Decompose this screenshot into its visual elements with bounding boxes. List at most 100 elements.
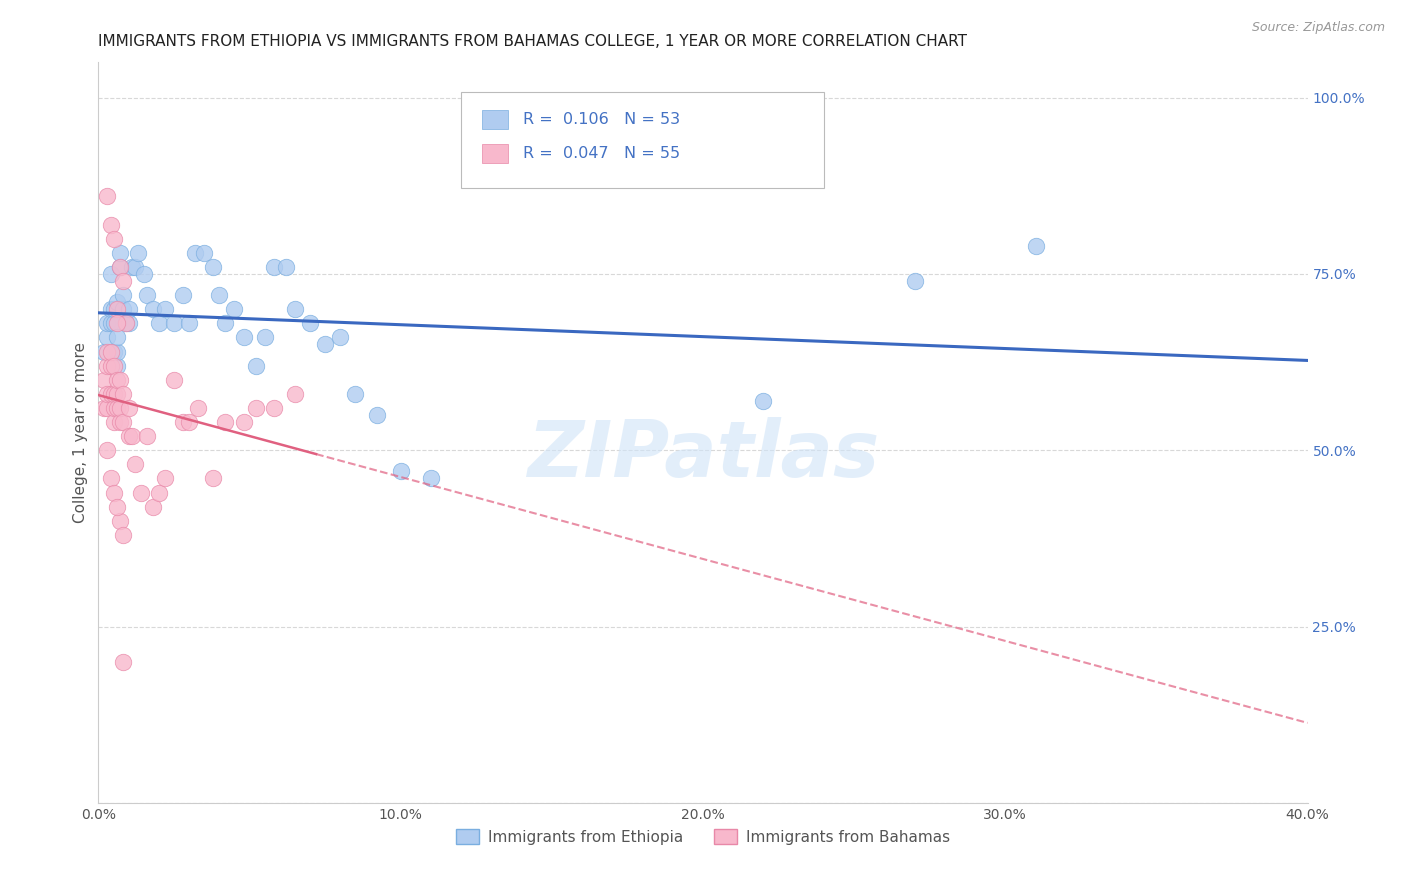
Point [105, 373, 128, 387]
Point [172, 288, 194, 302]
Point [142, 500, 165, 514]
Point [148, 316, 170, 330]
Point [329, 330, 352, 344]
Point [100, 387, 122, 401]
Point [172, 415, 194, 429]
Point [153, 471, 176, 485]
Point [214, 316, 236, 330]
Point [187, 401, 209, 415]
Point [105, 302, 128, 317]
Point [118, 316, 141, 330]
Point [184, 245, 207, 260]
Point [103, 359, 125, 373]
Point [284, 302, 307, 317]
Point [114, 316, 136, 330]
Point [103, 415, 125, 429]
Point [111, 655, 134, 669]
Point [103, 387, 125, 401]
Point [96, 387, 118, 401]
Point [314, 337, 336, 351]
Point [103, 316, 125, 330]
Point [118, 302, 141, 317]
Point [100, 302, 122, 317]
Point [193, 245, 215, 260]
Text: IMMIGRANTS FROM ETHIOPIA VS IMMIGRANTS FROM BAHAMAS COLLEGE, 1 YEAR OR MORE CORR: IMMIGRANTS FROM ETHIOPIA VS IMMIGRANTS F… [98, 34, 967, 49]
Point [96, 189, 118, 203]
Point [299, 316, 322, 330]
Point [96, 359, 118, 373]
Point [127, 245, 149, 260]
Point [103, 485, 125, 500]
Point [118, 429, 141, 443]
Point [232, 415, 254, 429]
Point [96, 316, 118, 330]
Point [179, 316, 201, 330]
Point [142, 302, 165, 317]
FancyBboxPatch shape [461, 92, 824, 188]
Point [163, 316, 186, 330]
Point [245, 401, 267, 415]
Text: ZIPatlas: ZIPatlas [527, 417, 879, 493]
Point [108, 260, 131, 274]
Point [284, 387, 307, 401]
Point [111, 415, 134, 429]
Point [135, 288, 157, 302]
Point [105, 359, 128, 373]
Point [179, 415, 201, 429]
Point [232, 330, 254, 344]
Point [135, 429, 157, 443]
Point [214, 415, 236, 429]
Point [103, 302, 125, 317]
Point [274, 260, 297, 274]
Point [245, 359, 267, 373]
Legend: Immigrants from Ethiopia, Immigrants from Bahamas: Immigrants from Ethiopia, Immigrants fro… [450, 822, 956, 851]
Point [100, 359, 122, 373]
Point [253, 330, 276, 344]
Point [224, 302, 246, 317]
Point [108, 260, 131, 274]
Point [121, 429, 143, 443]
Point [96, 443, 118, 458]
Point [100, 471, 122, 485]
Point [105, 387, 128, 401]
Point [93, 344, 115, 359]
Point [904, 274, 927, 288]
Point [163, 373, 186, 387]
Point [100, 218, 122, 232]
Point [263, 260, 285, 274]
Point [420, 471, 443, 485]
Point [111, 528, 134, 542]
Point [96, 330, 118, 344]
Point [111, 274, 134, 288]
Point [132, 267, 155, 281]
Point [202, 260, 225, 274]
Point [1024, 239, 1046, 253]
Point [105, 344, 128, 359]
Point [103, 401, 125, 415]
Point [114, 316, 136, 330]
Point [96, 401, 118, 415]
Bar [482, 110, 509, 129]
Point [366, 408, 388, 422]
Text: Source: ZipAtlas.com: Source: ZipAtlas.com [1251, 21, 1385, 34]
Point [153, 302, 176, 317]
Point [100, 267, 122, 281]
Point [124, 458, 146, 472]
Point [93, 373, 115, 387]
Point [105, 295, 128, 310]
Bar [482, 144, 509, 163]
Point [121, 260, 143, 274]
Point [105, 401, 128, 415]
Point [263, 401, 285, 415]
Point [111, 302, 134, 317]
Point [129, 485, 152, 500]
Point [202, 471, 225, 485]
Point [108, 514, 131, 528]
Point [124, 260, 146, 274]
Point [208, 288, 231, 302]
Point [752, 393, 775, 408]
Point [148, 485, 170, 500]
Point [96, 344, 118, 359]
Point [108, 401, 131, 415]
Point [100, 344, 122, 359]
